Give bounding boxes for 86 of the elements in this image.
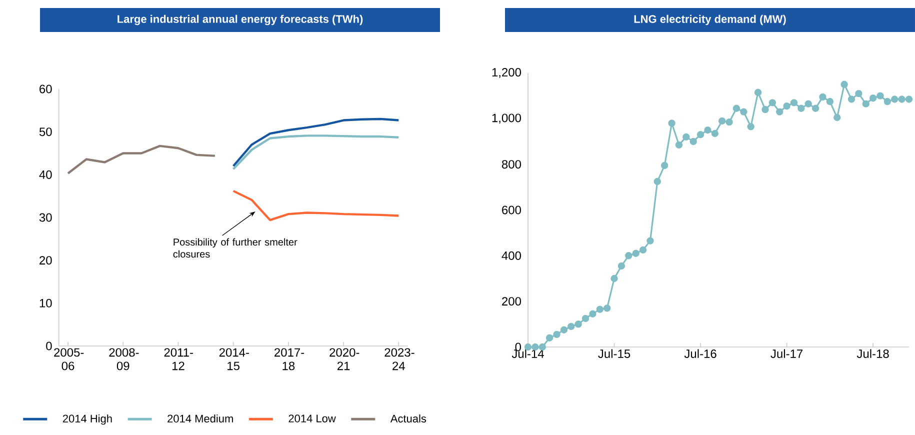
x-tick-label: 2017-18 bbox=[274, 348, 304, 370]
point bbox=[639, 246, 647, 254]
point bbox=[610, 274, 618, 282]
x-tick-label: 2023-24 bbox=[384, 348, 414, 370]
point bbox=[682, 133, 690, 141]
point bbox=[826, 98, 834, 106]
legend-label: 2014 High bbox=[62, 414, 112, 425]
point bbox=[560, 326, 568, 334]
point bbox=[726, 118, 733, 126]
point bbox=[704, 126, 712, 134]
point bbox=[876, 92, 884, 100]
point bbox=[783, 102, 790, 110]
point bbox=[668, 120, 676, 127]
line-series bbox=[66, 144, 216, 174]
point bbox=[776, 108, 784, 116]
point bbox=[798, 104, 805, 112]
point bbox=[740, 108, 748, 116]
chart-title: LNG electricity demand (MW) bbox=[634, 14, 786, 26]
y-tick-label: 1,200 bbox=[492, 68, 522, 78]
chart-title: Large industrial annual energy forecasts (TWh) bbox=[118, 14, 363, 26]
y-tick-label: 60 bbox=[40, 84, 52, 94]
x-tick-label: 2020-21 bbox=[330, 348, 360, 370]
point bbox=[574, 320, 582, 328]
x-tick-label: 2011-12 bbox=[164, 348, 193, 370]
x-tick-label: 2005-06 bbox=[54, 348, 84, 370]
y-tick-label: 30 bbox=[39, 213, 52, 222]
x-tick-label: 2014-15 bbox=[219, 348, 249, 370]
point bbox=[891, 96, 898, 103]
point bbox=[718, 117, 726, 125]
point bbox=[654, 178, 661, 186]
y-tick-label: 0 bbox=[515, 342, 522, 352]
point bbox=[762, 106, 769, 114]
point bbox=[840, 80, 848, 88]
y-tick-label: 600 bbox=[502, 206, 522, 214]
y-tick-label: 400 bbox=[502, 251, 522, 260]
legend-label: 2014 Medium bbox=[168, 414, 233, 423]
point bbox=[625, 252, 632, 260]
y-tick-label: 50 bbox=[39, 128, 52, 136]
x-tick-label: 2008-09 bbox=[109, 348, 139, 370]
point bbox=[546, 334, 554, 342]
point bbox=[690, 138, 697, 146]
x-tick-label: Jul-16 bbox=[684, 349, 716, 358]
point bbox=[646, 237, 654, 244]
x-tick-label: Jul-14 bbox=[512, 349, 544, 358]
point bbox=[848, 96, 856, 103]
point bbox=[862, 100, 870, 108]
point bbox=[869, 94, 877, 102]
y-tick-label: 800 bbox=[502, 160, 522, 169]
point bbox=[603, 304, 611, 312]
y-tick-label: 0 bbox=[46, 342, 52, 350]
point bbox=[884, 98, 892, 106]
point bbox=[568, 322, 575, 330]
point bbox=[589, 310, 596, 318]
x-tick-label: Jul-15 bbox=[598, 349, 630, 358]
point bbox=[553, 330, 560, 338]
y-tick-label: 20 bbox=[40, 256, 52, 265]
point bbox=[596, 306, 604, 313]
y-tick-label: 40 bbox=[39, 170, 52, 179]
point bbox=[855, 90, 862, 98]
y-tick-label: 200 bbox=[502, 297, 522, 306]
point bbox=[711, 130, 719, 138]
point bbox=[819, 93, 826, 101]
point bbox=[675, 141, 683, 149]
point bbox=[618, 262, 626, 270]
x-tick-label: Jul-18 bbox=[856, 349, 889, 358]
line-series bbox=[232, 118, 400, 168]
point bbox=[812, 104, 820, 112]
annotation: Possibility of further smelter closures bbox=[173, 238, 298, 258]
y-tick-label: 1,000 bbox=[492, 114, 522, 124]
point bbox=[905, 96, 913, 103]
point bbox=[582, 314, 590, 322]
point bbox=[804, 100, 812, 108]
point bbox=[790, 99, 798, 106]
y-tick-label: 10 bbox=[40, 298, 52, 308]
x-tick-label: Jul-17 bbox=[770, 349, 803, 358]
point bbox=[732, 104, 740, 112]
point bbox=[696, 131, 704, 138]
legend-label: 2014 Low bbox=[288, 414, 336, 422]
point bbox=[898, 96, 906, 103]
point bbox=[660, 162, 668, 170]
point bbox=[747, 123, 754, 130]
legend-label: Actuals bbox=[390, 414, 426, 423]
point bbox=[632, 250, 640, 257]
point bbox=[768, 99, 776, 106]
point bbox=[754, 88, 762, 96]
point bbox=[834, 114, 841, 122]
